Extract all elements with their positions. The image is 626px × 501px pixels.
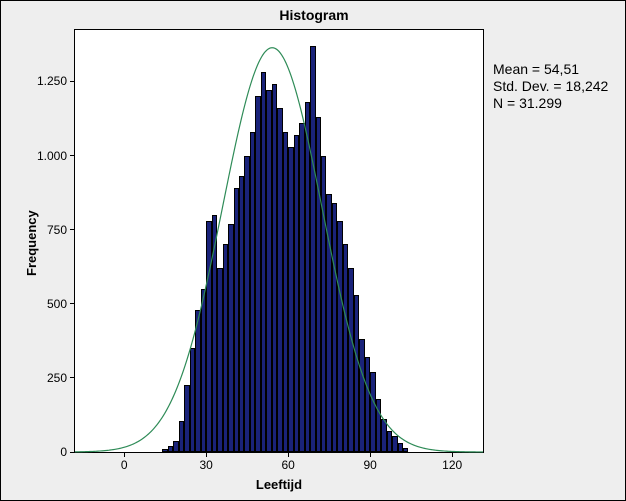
chart-title: Histogram [1,7,626,23]
chart-container: Histogram 02505007501.0001.2500306090120… [0,0,626,501]
normal-curve [75,30,483,452]
x-tick-mark [370,452,371,457]
stats-n: N = 31.299 [493,95,608,112]
stats-mean: Mean = 54,51 [493,61,608,78]
x-tick-mark [124,452,125,457]
plot-area: 02505007501.0001.2500306090120 [74,29,484,453]
x-tick-mark [206,452,207,457]
stats-panel: Mean = 54,51 Std. Dev. = 18,242 N = 31.2… [493,61,608,111]
stats-std: Std. Dev. = 18,242 [493,78,608,95]
x-tick-mark [452,452,453,457]
x-axis-label: Leeftijd [74,477,484,492]
y-axis-label: Frequency [24,210,39,276]
x-tick-mark [288,452,289,457]
